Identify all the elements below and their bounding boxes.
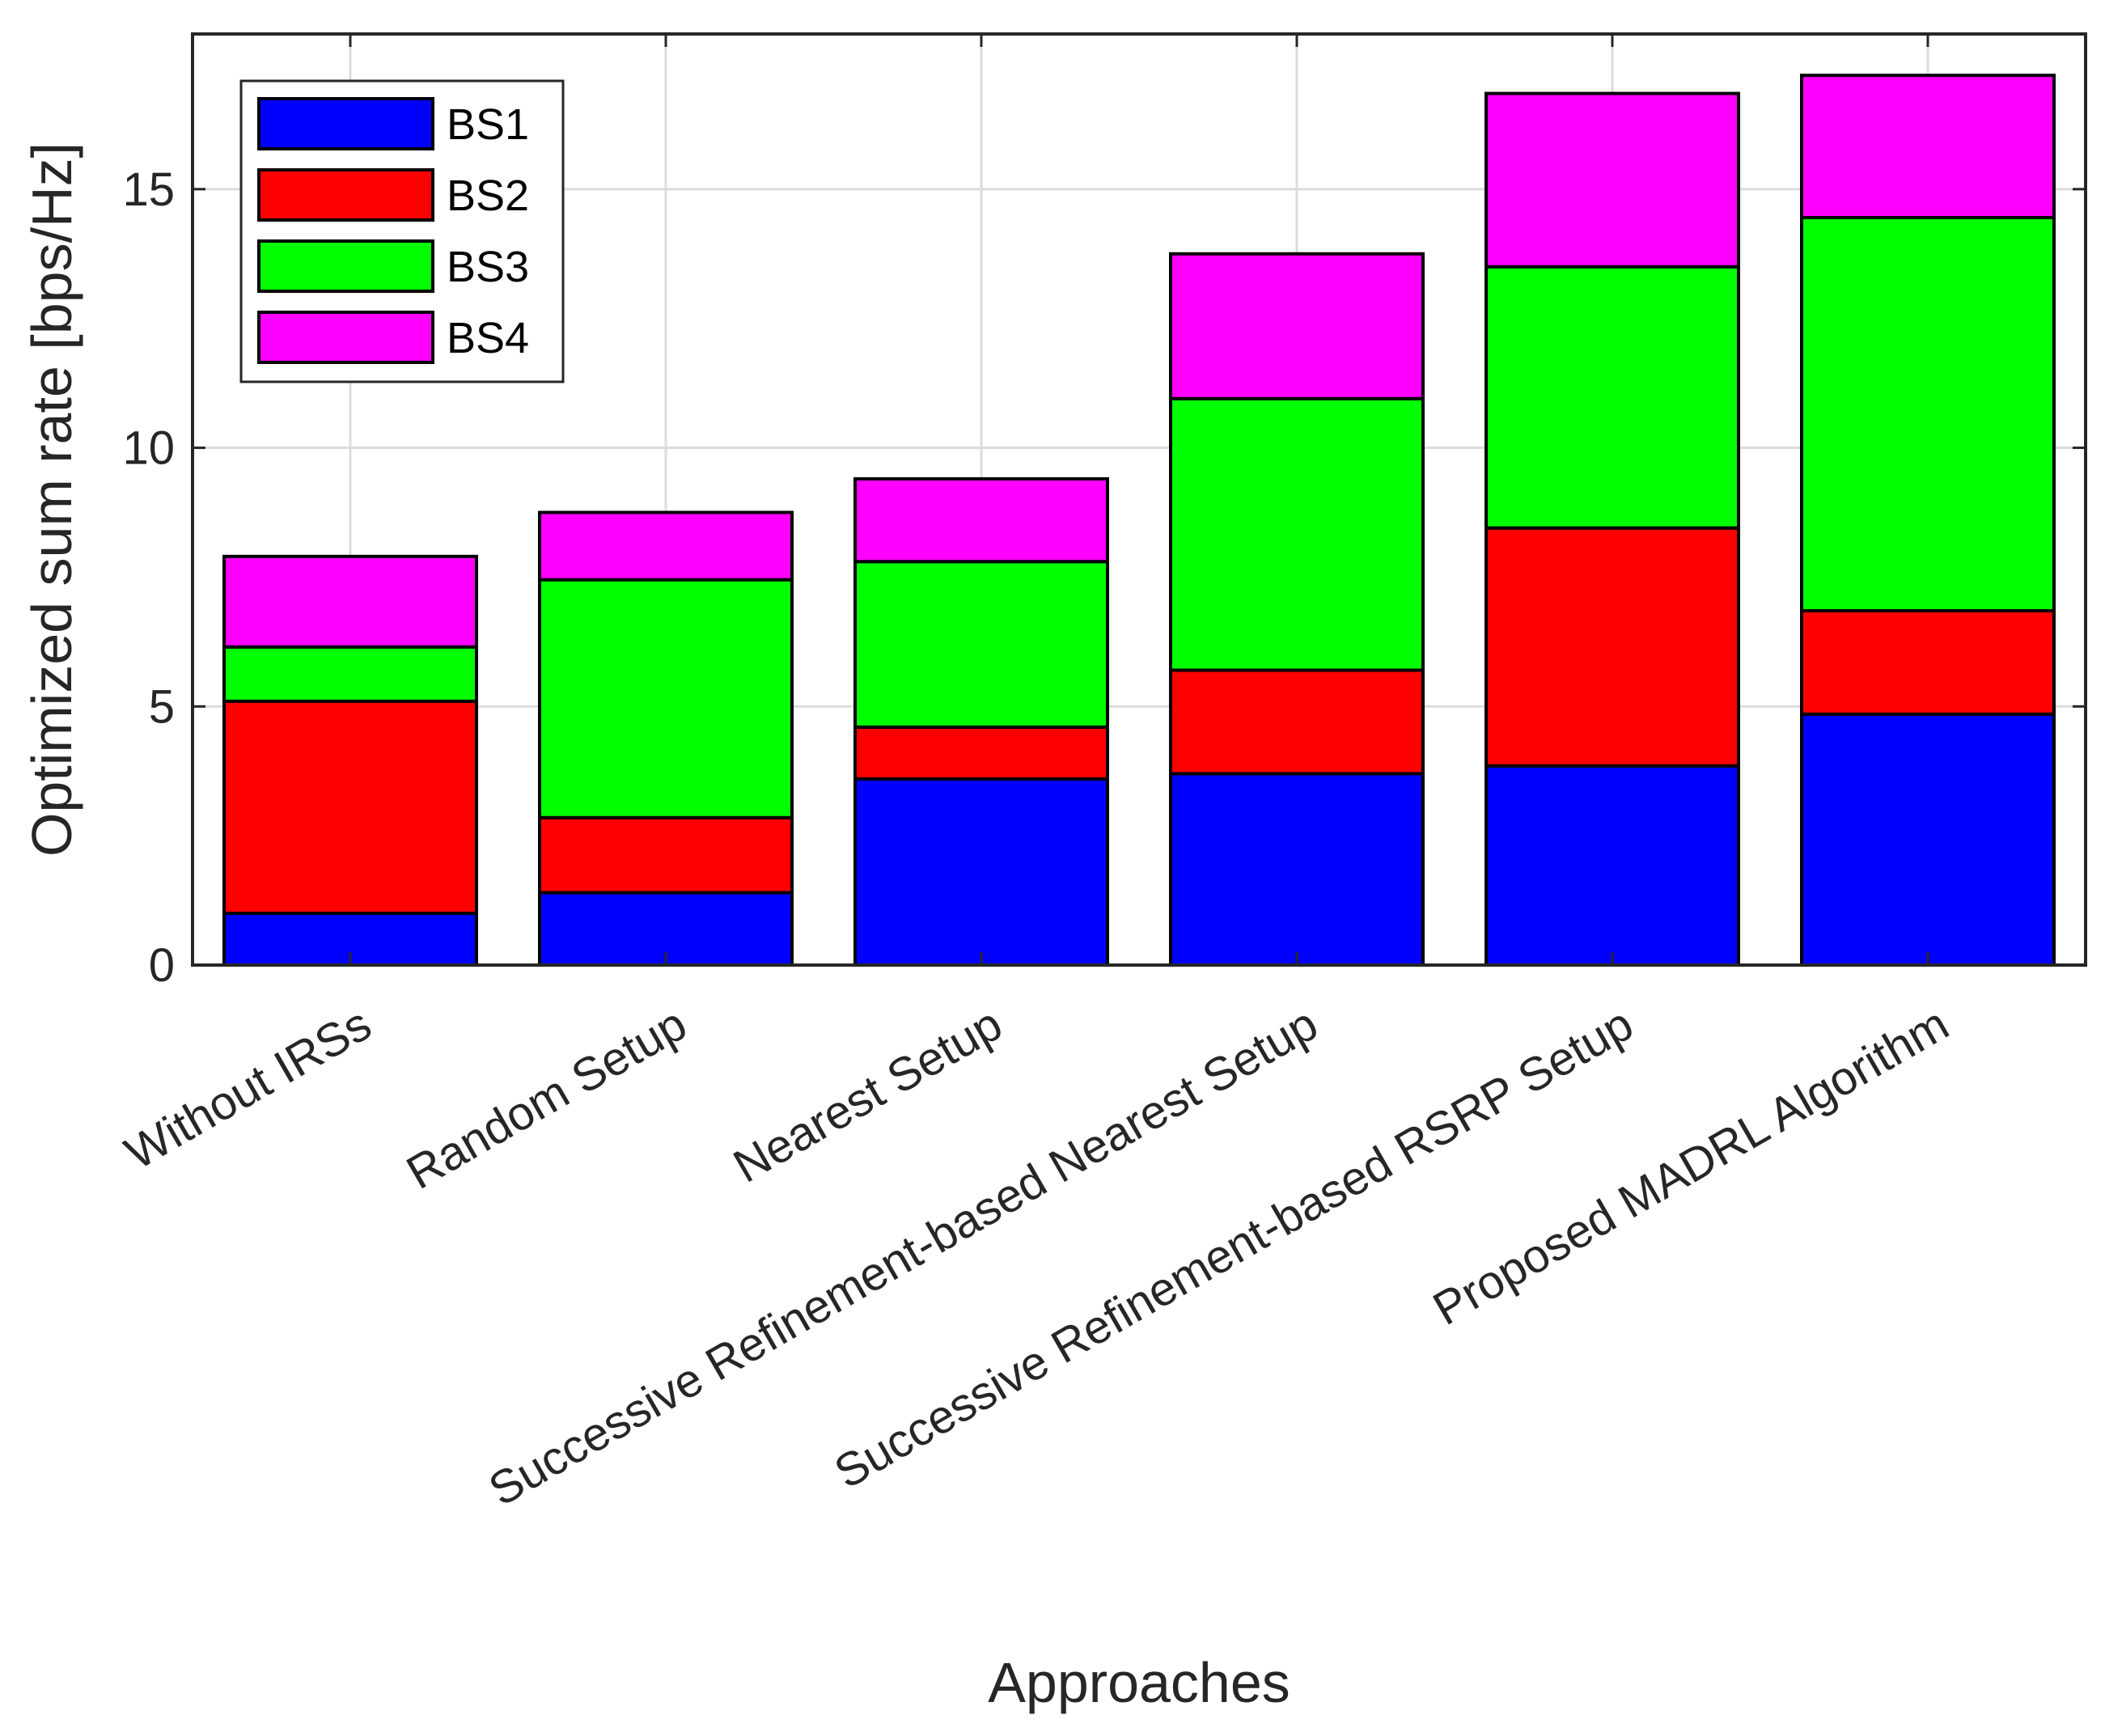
bar-segment-bs1 (1485, 764, 1740, 968)
legend-label-bs2: BS2 (447, 171, 529, 220)
bar-segment-bs3 (1169, 396, 1425, 672)
bar-segment-bs1 (1800, 712, 2056, 967)
y-tick-label: 5 (149, 680, 175, 733)
bar-segment-bs3 (1485, 265, 1740, 530)
x-tick-label: Random Setup (398, 997, 696, 1200)
bar-segment-bs1 (853, 777, 1109, 967)
bar-segment-bs4 (1169, 252, 1425, 400)
legend-label-bs3: BS3 (447, 243, 529, 291)
x-tick-label: Without IRSs (116, 997, 380, 1180)
bar-segment-bs4 (1485, 91, 1740, 269)
bar-segment-bs4 (222, 554, 478, 649)
y-axis-label: Optimized sum rate [bps/Hz] (20, 142, 83, 857)
bar-segment-bs2 (853, 725, 1109, 781)
bar-segment-bs4 (853, 476, 1109, 564)
bar-segment-bs2 (1800, 608, 2056, 716)
y-tick-label: 10 (122, 422, 175, 475)
legend-swatch-bs4 (257, 311, 434, 364)
x-tick-labels: Without IRSs Random Setup Nearest SetupSuc… (116, 997, 1958, 1516)
legend-swatch-bs3 (257, 239, 434, 293)
bars (222, 74, 2056, 968)
bar-segment-bs3 (538, 578, 794, 819)
bar-segment-bs3 (1800, 216, 2056, 612)
legend: BS1 BS2 BS3 BS4 (239, 79, 565, 383)
x-axis-label: Approaches (988, 1651, 1290, 1714)
x-tick-label: Proposed MADRL Algorithm (1425, 997, 1958, 1336)
y-tick-label: 15 (122, 163, 175, 216)
bar-segment-bs4 (538, 510, 794, 582)
legend-swatch-bs1 (257, 97, 434, 150)
legend-label-bs4: BS4 (447, 314, 529, 362)
x-tick-label: Nearest Setup (725, 997, 1011, 1193)
axis-ticks (193, 34, 2086, 967)
plot-frame (191, 32, 2087, 967)
legend-label-bs1: BS1 (447, 100, 529, 149)
bar-segment-bs2 (1485, 526, 1740, 768)
y-tick-labels: 0 5 10 15 (122, 163, 175, 992)
bar-segment-bs2 (222, 699, 478, 916)
bar-segment-bs2 (538, 815, 794, 895)
legend-swatch-bs2 (257, 168, 434, 222)
bar-segment-bs1 (1169, 772, 1425, 968)
bar-segment-bs4 (1800, 74, 2056, 220)
bar-segment-bs3 (222, 645, 478, 703)
bar-segment-bs2 (1169, 668, 1425, 776)
bar-segment-bs3 (853, 560, 1109, 729)
y-tick-label: 0 (149, 939, 175, 992)
